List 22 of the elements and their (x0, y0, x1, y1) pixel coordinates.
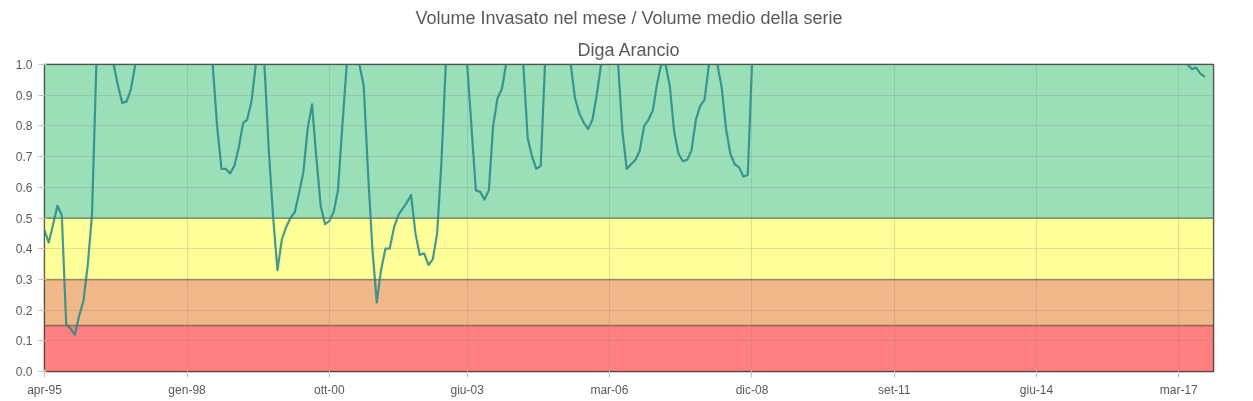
y-tick-label: 0.2 (15, 303, 33, 318)
y-tick-label: 0.8 (15, 119, 33, 134)
x-tick-label: mar-06 (590, 382, 629, 397)
x-tick-label: mar-17 (1159, 382, 1199, 397)
y-tick-label: 0.1 (15, 334, 33, 349)
x-tick-label: set-11 (878, 382, 911, 397)
x-tick-label: apr-95 (27, 382, 63, 397)
chart-subtitle: Diga Arancio (577, 39, 680, 60)
y-tick-label: 0.4 (15, 242, 33, 257)
y-tick-label: 0.9 (15, 88, 33, 103)
y-tick-label: 0.5 (15, 211, 33, 226)
x-tick-label: gen-98 (168, 382, 207, 397)
y-tick-label: 0.3 (15, 272, 33, 287)
x-tick-label: ott-00 (313, 382, 345, 397)
chart-title: Volume Invasato nel mese / Volume medio della serie (415, 7, 843, 28)
y-tick-label: 0.0 (15, 365, 33, 379)
y-tick-label: 0.6 (15, 180, 33, 195)
y-tick-label: 1.0 (15, 58, 33, 72)
y-tick-label: 0.7 (15, 150, 33, 165)
x-tick-label: giu-14 (1019, 382, 1054, 397)
x-tick-label: dic-08 (735, 382, 769, 397)
x-tick-label: giu-03 (450, 382, 485, 397)
